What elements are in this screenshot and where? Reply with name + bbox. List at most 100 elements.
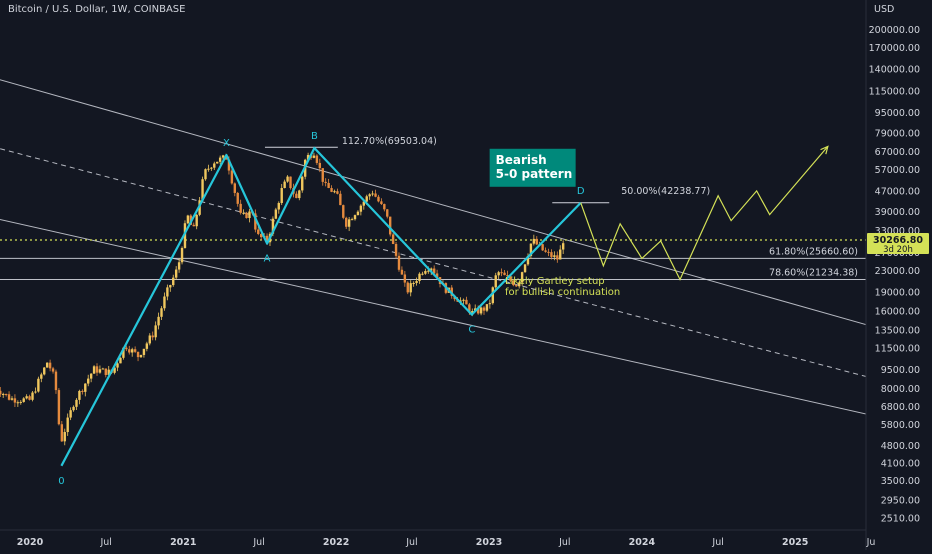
symbol-title: Bitcoin / U.S. Dollar, 1W, COINBASE bbox=[8, 4, 186, 15]
fib-level-label-2: 78.60%(21234.38) bbox=[769, 268, 858, 279]
fib-short-label-0: 112.70%(69503.04) bbox=[342, 136, 437, 147]
candle-body bbox=[95, 366, 99, 373]
candle-body bbox=[239, 203, 242, 213]
x-tick-label-9: Jul bbox=[711, 537, 723, 548]
x-tick-label-4: 2022 bbox=[323, 537, 349, 548]
candle-body bbox=[259, 233, 263, 238]
candle-body bbox=[207, 168, 210, 170]
candle-body bbox=[544, 250, 547, 252]
candle-body bbox=[274, 209, 278, 219]
candle-body bbox=[541, 244, 544, 251]
candle-body bbox=[400, 269, 404, 275]
candle-body bbox=[113, 367, 116, 373]
candle-body bbox=[221, 155, 225, 158]
candle-body bbox=[174, 269, 178, 278]
candle-body bbox=[497, 272, 500, 276]
candle-body bbox=[280, 188, 283, 204]
gartley-note-text-1: for bullish continuation bbox=[505, 287, 620, 298]
candle-body bbox=[166, 287, 169, 297]
x-tick-label-10: 2025 bbox=[782, 537, 808, 548]
candle-body bbox=[107, 369, 110, 375]
candle-body bbox=[306, 154, 310, 160]
candle-body bbox=[324, 181, 327, 183]
candle-body bbox=[28, 396, 31, 400]
candle-body bbox=[509, 276, 512, 281]
candle-body bbox=[257, 229, 260, 234]
candle-body bbox=[535, 238, 538, 245]
candle-body bbox=[397, 255, 401, 270]
candle-body bbox=[195, 214, 198, 227]
candle-body bbox=[289, 176, 292, 189]
wave-point-label-2: A bbox=[264, 254, 271, 265]
candle-body bbox=[556, 255, 559, 260]
candle-body bbox=[154, 325, 157, 338]
candle-body bbox=[16, 402, 20, 404]
candle-body bbox=[520, 272, 524, 283]
projection-arrowhead bbox=[820, 145, 829, 155]
candle-body bbox=[342, 205, 345, 218]
candle-body bbox=[312, 155, 316, 158]
candle-body bbox=[532, 238, 536, 244]
candle-body bbox=[406, 282, 409, 293]
x-tick-label-1: Jul bbox=[99, 537, 111, 548]
candle-body bbox=[66, 417, 69, 433]
fib-level-label-1: 61.80%(25660.60) bbox=[769, 246, 858, 257]
candle-body bbox=[213, 163, 216, 168]
y-tick-label-19: 6800.00 bbox=[881, 402, 920, 413]
candle-body bbox=[430, 268, 433, 271]
candle-body bbox=[75, 399, 78, 407]
projection-path bbox=[580, 146, 829, 281]
candle-body bbox=[84, 383, 87, 392]
candle-body bbox=[421, 273, 424, 275]
pattern-badge bbox=[489, 148, 576, 187]
channel-line-1 bbox=[0, 148, 866, 378]
candle-body bbox=[523, 264, 527, 273]
candle-body bbox=[339, 193, 342, 206]
candle-body bbox=[336, 191, 339, 194]
candle-body bbox=[561, 243, 565, 250]
candle-body bbox=[4, 393, 8, 395]
wave-point-label-1: X bbox=[223, 138, 230, 149]
candle-body bbox=[10, 398, 14, 400]
candle-body bbox=[362, 201, 366, 206]
y-tick-label-3: 115000.00 bbox=[869, 87, 920, 98]
candle-body bbox=[242, 212, 245, 214]
y-tick-label-4: 95000.00 bbox=[875, 108, 920, 119]
y-tick-label-2: 140000.00 bbox=[869, 65, 920, 76]
candle-body bbox=[148, 335, 151, 344]
channel-line-2 bbox=[0, 218, 866, 415]
candle-body bbox=[427, 270, 430, 272]
x-tick-label-0: 2020 bbox=[17, 537, 44, 548]
candle-body bbox=[391, 234, 395, 244]
candle-body bbox=[465, 299, 468, 305]
candle-body bbox=[277, 203, 280, 210]
candle-body bbox=[130, 349, 134, 353]
candle-body bbox=[488, 303, 492, 305]
candle-body bbox=[482, 307, 486, 311]
candle-body bbox=[468, 304, 471, 313]
candle-body bbox=[365, 196, 368, 202]
candle-body bbox=[254, 213, 257, 230]
harmonic-wave-line bbox=[60, 146, 582, 467]
candle-body bbox=[315, 155, 319, 163]
candle-body bbox=[547, 251, 550, 253]
candle-body bbox=[403, 274, 407, 283]
candles bbox=[0, 152, 565, 446]
candle-body bbox=[204, 169, 207, 180]
candle-body bbox=[216, 161, 219, 164]
candle-body bbox=[550, 252, 553, 257]
candle-body bbox=[22, 398, 25, 402]
candle-body bbox=[394, 243, 398, 256]
candle-body bbox=[374, 193, 377, 197]
candle-body bbox=[388, 216, 392, 235]
candle-body bbox=[500, 272, 503, 274]
candle-body bbox=[494, 275, 497, 288]
candle-body bbox=[0, 390, 2, 395]
candle-body bbox=[236, 192, 239, 204]
candle-body bbox=[301, 176, 304, 191]
x-tick-label-7: Jul bbox=[558, 537, 570, 548]
candle-body bbox=[432, 268, 436, 274]
candle-body bbox=[210, 167, 213, 169]
candle-body bbox=[78, 390, 81, 400]
